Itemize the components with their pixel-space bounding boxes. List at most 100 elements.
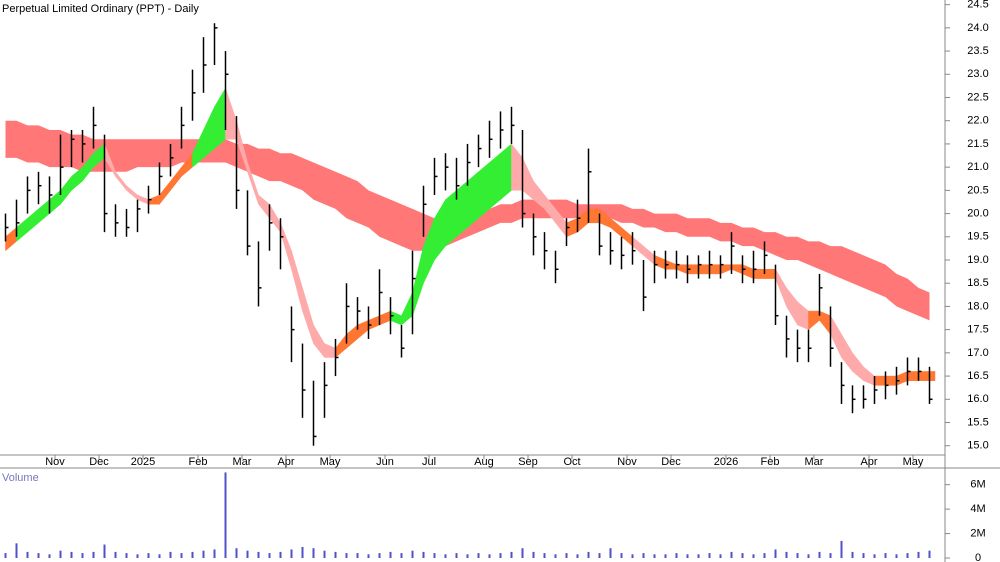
volume-bar: [477, 553, 480, 558]
volume-bar: [15, 543, 18, 558]
x-tick-label: Jun: [376, 456, 394, 468]
short-band: [874, 375, 886, 386]
volume-bar: [598, 553, 601, 558]
y-tick-label: 19.0: [967, 254, 988, 266]
volume-bar: [312, 548, 315, 558]
short-band: [907, 371, 919, 381]
x-tick-label: Dec: [661, 456, 681, 468]
volume-bar: [774, 549, 777, 558]
volume-bar: [642, 553, 645, 558]
volume-bar: [895, 554, 898, 558]
volume-bar: [257, 551, 260, 558]
volume-bar: [906, 553, 909, 558]
volume-bar: [730, 551, 733, 558]
volume-bar: [807, 554, 810, 558]
y-tick-label: 18.0: [967, 300, 988, 312]
volume-bar: [873, 554, 876, 558]
y-tick-label: 4M: [970, 503, 985, 515]
volume-bar: [785, 551, 788, 558]
volume-bar: [279, 551, 282, 558]
y-tick-label: 22.0: [967, 115, 988, 127]
x-tick-label: Sep: [518, 456, 538, 468]
volume-bar: [818, 551, 821, 558]
x-tick-label: 2025: [131, 456, 155, 468]
volume-bar: [48, 554, 51, 558]
volume-bar: [499, 553, 502, 558]
volume-bar: [719, 554, 722, 558]
volume-bar: [697, 554, 700, 558]
volume-bar: [202, 550, 205, 558]
y-tick-label: 16.0: [967, 393, 988, 405]
short-band: [918, 371, 930, 381]
volume-bar: [400, 553, 403, 558]
volume-bar: [59, 550, 62, 558]
volume-bar: [664, 554, 667, 558]
volume-bar: [389, 551, 392, 558]
volume-bar: [488, 554, 491, 558]
volume-bar: [521, 548, 524, 558]
volume-bar: [81, 553, 84, 558]
y-tick-label: 15.0: [967, 440, 988, 452]
volume-bar: [26, 551, 29, 558]
volume-bar: [213, 549, 216, 558]
volume-bar: [917, 551, 920, 558]
short-band: [588, 208, 600, 224]
volume-bar: [708, 553, 711, 558]
short-band: [500, 143, 512, 201]
chart-title: Perpetual Limited Ordinary (PPT) - Daily: [2, 3, 199, 15]
x-tick-label: May: [903, 456, 924, 468]
volume-bar: [543, 553, 546, 558]
volume-bar: [224, 472, 227, 558]
volume-bar: [268, 553, 271, 558]
volume-bar: [631, 554, 634, 558]
plot-layer: 15.0 15.5 16.0 16.5 17.0 17.5 18.0 18.5 19.0 19.5…: [4, 0, 989, 562]
volume-bar: [235, 548, 238, 558]
volume-bar: [169, 551, 172, 558]
volume-bar: [609, 548, 612, 558]
short-band: [456, 180, 468, 238]
x-tick-label: Dec: [89, 456, 109, 468]
volume-bar: [301, 547, 304, 558]
volume-bar: [653, 554, 656, 558]
volume-bar: [862, 553, 865, 558]
volume-bar: [422, 551, 425, 558]
x-tick-label: Aug: [474, 456, 494, 468]
volume-bar: [92, 551, 95, 558]
volume-bar: [466, 554, 469, 558]
volume-bar: [114, 551, 117, 558]
short-band: [885, 375, 897, 386]
volume-bar: [345, 553, 348, 558]
short-band: [478, 161, 490, 219]
volume-bar: [136, 554, 139, 558]
y-tick-label: 23.0: [967, 68, 988, 80]
x-tick-label: Apr: [860, 456, 877, 468]
y-tick-label: 2M: [970, 527, 985, 539]
volume-bar: [125, 553, 128, 558]
volume-bar: [928, 550, 931, 558]
volume-title: Volume: [2, 472, 39, 484]
y-tick-label: 24.5: [967, 0, 988, 11]
y-tick-label: 18.5: [967, 277, 988, 289]
y-tick-label: 23.5: [967, 45, 988, 57]
volume-bar: [752, 554, 755, 558]
y-tick-label: 6M: [970, 479, 985, 491]
y-tick-label: 16.5: [967, 370, 988, 382]
volume-bar: [763, 553, 766, 558]
volume-bar: [323, 550, 326, 558]
y-tick-label: 20.5: [967, 184, 988, 196]
short-band: [764, 269, 776, 279]
y-tick-label: 22.5: [967, 91, 988, 103]
short-band: [445, 189, 457, 247]
short-band: [929, 371, 936, 381]
volume-bar: [191, 551, 194, 558]
volume-bar: [741, 553, 744, 558]
y-tick-label: 20.0: [967, 207, 988, 219]
x-tick-label: Feb: [761, 456, 780, 468]
volume-bar: [246, 550, 249, 558]
y-tick-label: 0: [975, 552, 981, 562]
volume-bar: [378, 553, 381, 558]
y-tick-label: 24.0: [967, 22, 988, 34]
short-band: [753, 269, 765, 279]
